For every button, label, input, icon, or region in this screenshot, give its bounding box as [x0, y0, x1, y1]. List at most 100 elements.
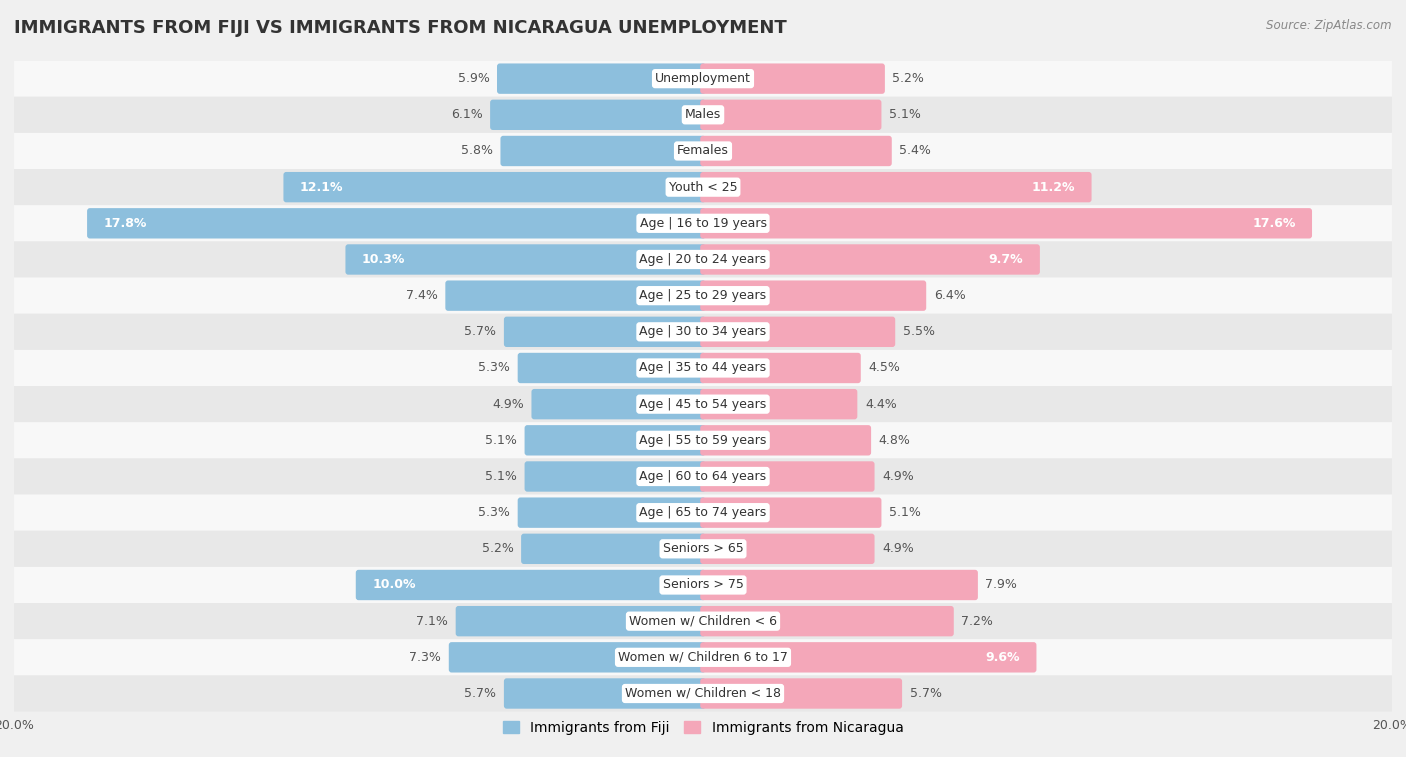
- Legend: Immigrants from Fiji, Immigrants from Nicaragua: Immigrants from Fiji, Immigrants from Ni…: [498, 715, 908, 740]
- Text: 5.7%: 5.7%: [910, 687, 942, 700]
- Text: 9.7%: 9.7%: [988, 253, 1024, 266]
- Text: 17.6%: 17.6%: [1253, 217, 1295, 230]
- FancyBboxPatch shape: [14, 422, 1392, 459]
- FancyBboxPatch shape: [14, 278, 1392, 313]
- Text: 10.0%: 10.0%: [373, 578, 416, 591]
- Text: 5.9%: 5.9%: [457, 72, 489, 85]
- Text: 5.2%: 5.2%: [482, 542, 513, 556]
- FancyBboxPatch shape: [700, 280, 927, 311]
- FancyBboxPatch shape: [14, 494, 1392, 531]
- Text: 4.9%: 4.9%: [882, 470, 914, 483]
- FancyBboxPatch shape: [524, 461, 706, 492]
- Text: Women w/ Children 6 to 17: Women w/ Children 6 to 17: [619, 651, 787, 664]
- Text: 5.1%: 5.1%: [889, 108, 921, 121]
- Text: 5.1%: 5.1%: [889, 506, 921, 519]
- Text: 7.4%: 7.4%: [406, 289, 437, 302]
- FancyBboxPatch shape: [14, 169, 1392, 205]
- Text: Males: Males: [685, 108, 721, 121]
- Text: 5.2%: 5.2%: [893, 72, 924, 85]
- Text: Seniors > 65: Seniors > 65: [662, 542, 744, 556]
- FancyBboxPatch shape: [700, 316, 896, 347]
- Text: 5.8%: 5.8%: [461, 145, 494, 157]
- FancyBboxPatch shape: [14, 313, 1392, 350]
- FancyBboxPatch shape: [496, 64, 706, 94]
- FancyBboxPatch shape: [456, 606, 706, 637]
- Text: 5.4%: 5.4%: [900, 145, 931, 157]
- Text: IMMIGRANTS FROM FIJI VS IMMIGRANTS FROM NICARAGUA UNEMPLOYMENT: IMMIGRANTS FROM FIJI VS IMMIGRANTS FROM …: [14, 19, 787, 37]
- Text: 5.1%: 5.1%: [485, 434, 517, 447]
- Text: 7.9%: 7.9%: [986, 578, 1018, 591]
- Text: Age | 35 to 44 years: Age | 35 to 44 years: [640, 362, 766, 375]
- FancyBboxPatch shape: [700, 461, 875, 492]
- Text: 6.1%: 6.1%: [451, 108, 482, 121]
- FancyBboxPatch shape: [446, 280, 706, 311]
- Text: 5.1%: 5.1%: [485, 470, 517, 483]
- FancyBboxPatch shape: [14, 97, 1392, 133]
- Text: 6.4%: 6.4%: [934, 289, 966, 302]
- FancyBboxPatch shape: [491, 100, 706, 130]
- FancyBboxPatch shape: [14, 639, 1392, 675]
- FancyBboxPatch shape: [700, 136, 891, 167]
- FancyBboxPatch shape: [700, 208, 1312, 238]
- Text: Age | 60 to 64 years: Age | 60 to 64 years: [640, 470, 766, 483]
- Text: Age | 25 to 29 years: Age | 25 to 29 years: [640, 289, 766, 302]
- Text: 17.8%: 17.8%: [104, 217, 148, 230]
- FancyBboxPatch shape: [517, 353, 706, 383]
- FancyBboxPatch shape: [700, 570, 979, 600]
- FancyBboxPatch shape: [700, 606, 953, 637]
- Text: Seniors > 75: Seniors > 75: [662, 578, 744, 591]
- FancyBboxPatch shape: [700, 64, 884, 94]
- Text: 7.3%: 7.3%: [409, 651, 441, 664]
- Text: 4.9%: 4.9%: [492, 397, 524, 410]
- FancyBboxPatch shape: [522, 534, 706, 564]
- Text: Unemployment: Unemployment: [655, 72, 751, 85]
- Text: 12.1%: 12.1%: [299, 181, 343, 194]
- FancyBboxPatch shape: [700, 534, 875, 564]
- FancyBboxPatch shape: [14, 205, 1392, 241]
- Text: Age | 30 to 34 years: Age | 30 to 34 years: [640, 326, 766, 338]
- FancyBboxPatch shape: [700, 353, 860, 383]
- FancyBboxPatch shape: [14, 241, 1392, 278]
- Text: 5.3%: 5.3%: [478, 506, 510, 519]
- FancyBboxPatch shape: [14, 459, 1392, 494]
- Text: 4.8%: 4.8%: [879, 434, 911, 447]
- FancyBboxPatch shape: [14, 603, 1392, 639]
- FancyBboxPatch shape: [700, 497, 882, 528]
- FancyBboxPatch shape: [449, 642, 706, 672]
- FancyBboxPatch shape: [14, 350, 1392, 386]
- Text: Source: ZipAtlas.com: Source: ZipAtlas.com: [1267, 19, 1392, 32]
- Text: 11.2%: 11.2%: [1032, 181, 1076, 194]
- FancyBboxPatch shape: [356, 570, 706, 600]
- FancyBboxPatch shape: [284, 172, 706, 202]
- FancyBboxPatch shape: [346, 245, 706, 275]
- Text: 4.5%: 4.5%: [869, 362, 900, 375]
- Text: Age | 16 to 19 years: Age | 16 to 19 years: [640, 217, 766, 230]
- FancyBboxPatch shape: [14, 61, 1392, 97]
- Text: 5.3%: 5.3%: [478, 362, 510, 375]
- Text: Age | 55 to 59 years: Age | 55 to 59 years: [640, 434, 766, 447]
- FancyBboxPatch shape: [14, 567, 1392, 603]
- Text: Women w/ Children < 18: Women w/ Children < 18: [626, 687, 780, 700]
- FancyBboxPatch shape: [700, 642, 1036, 672]
- FancyBboxPatch shape: [501, 136, 706, 167]
- FancyBboxPatch shape: [700, 425, 872, 456]
- FancyBboxPatch shape: [14, 386, 1392, 422]
- FancyBboxPatch shape: [700, 389, 858, 419]
- Text: Females: Females: [678, 145, 728, 157]
- FancyBboxPatch shape: [503, 316, 706, 347]
- Text: 4.4%: 4.4%: [865, 397, 897, 410]
- Text: 7.2%: 7.2%: [962, 615, 993, 628]
- Text: 5.7%: 5.7%: [464, 326, 496, 338]
- Text: 5.5%: 5.5%: [903, 326, 935, 338]
- Text: 7.1%: 7.1%: [416, 615, 449, 628]
- FancyBboxPatch shape: [531, 389, 706, 419]
- FancyBboxPatch shape: [87, 208, 706, 238]
- FancyBboxPatch shape: [700, 245, 1040, 275]
- Text: 10.3%: 10.3%: [361, 253, 405, 266]
- FancyBboxPatch shape: [524, 425, 706, 456]
- FancyBboxPatch shape: [14, 531, 1392, 567]
- Text: Age | 65 to 74 years: Age | 65 to 74 years: [640, 506, 766, 519]
- FancyBboxPatch shape: [700, 678, 903, 709]
- Text: Age | 20 to 24 years: Age | 20 to 24 years: [640, 253, 766, 266]
- FancyBboxPatch shape: [14, 675, 1392, 712]
